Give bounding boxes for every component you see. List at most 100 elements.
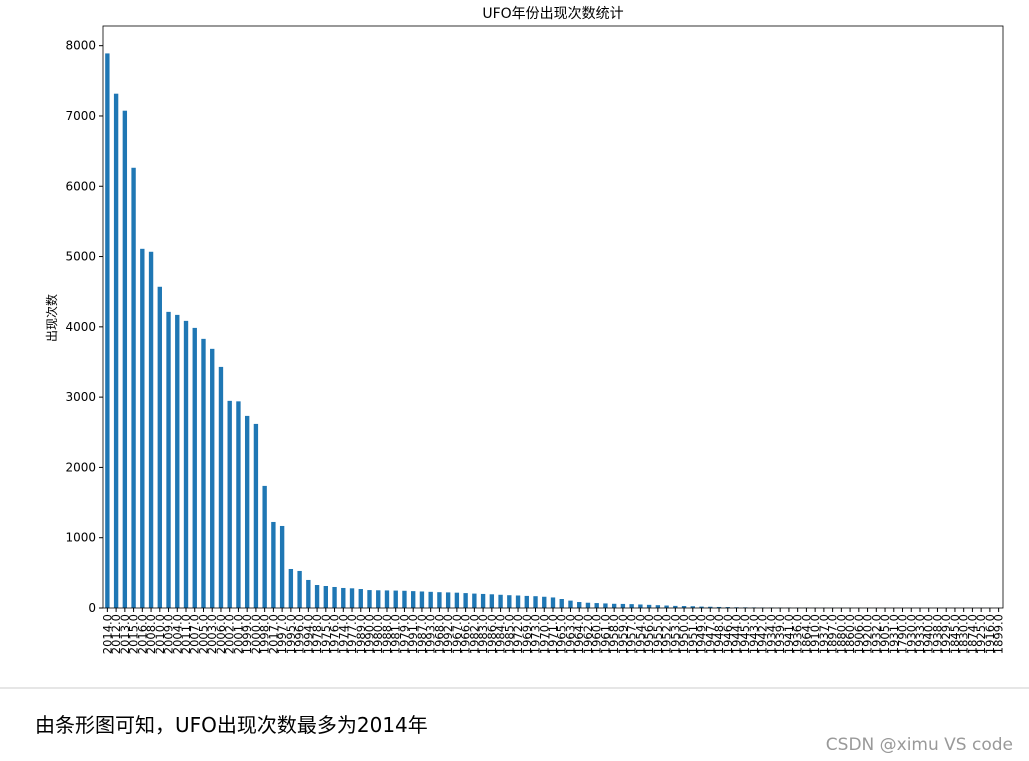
- bar: [629, 604, 634, 608]
- x-tick-label: 1941.0: [782, 614, 796, 654]
- bar: [559, 599, 564, 608]
- bar: [664, 605, 669, 608]
- x-tick-label: 1983.0: [476, 614, 490, 654]
- x-tick-label: 1977.0: [345, 614, 359, 654]
- x-tick-label: 1998.0: [258, 614, 272, 654]
- bar: [699, 606, 704, 608]
- x-tick-label: 1960.0: [590, 614, 604, 654]
- x-tick-label: 1991.0: [406, 614, 420, 654]
- x-tick-label: 1988.0: [380, 614, 394, 654]
- x-tick-label: 1938.0: [930, 614, 944, 654]
- bar: [419, 591, 425, 608]
- bar: [716, 606, 722, 608]
- x-tick-label: 1984.0: [494, 614, 508, 654]
- x-tick-label: 1972.0: [511, 614, 525, 654]
- x-tick-label: 1899.0: [992, 614, 1006, 654]
- bar: [655, 605, 661, 608]
- bar: [498, 594, 503, 608]
- x-tick-label: 1845.0: [948, 614, 962, 654]
- x-tick-label: 1990.0: [363, 614, 377, 654]
- x-tick-label: 1947.0: [703, 614, 717, 654]
- x-tick-label: 2002.0: [223, 614, 237, 654]
- bar: [611, 603, 617, 608]
- bar: [393, 590, 398, 608]
- bar: [402, 590, 407, 608]
- x-tick-label: 2001.0: [231, 614, 245, 654]
- x-tick-label: 1976.0: [328, 614, 342, 654]
- bar: [201, 338, 206, 608]
- x-tick-label: 1934.0: [764, 614, 778, 654]
- x-tick-label: 1957.0: [625, 614, 639, 654]
- x-tick-label: 1940.0: [922, 614, 936, 654]
- bar: [507, 595, 512, 608]
- x-tick-label: 1949.0: [695, 614, 709, 654]
- x-tick-label: 2014.0: [100, 614, 114, 654]
- x-tick-label: 2008.0: [144, 614, 158, 654]
- x-tick-label: 1965.0: [555, 614, 569, 654]
- bar: [384, 590, 390, 608]
- x-tick-label: 2016.0: [135, 614, 149, 654]
- x-tick-label: 1996.0: [293, 614, 307, 654]
- x-tick-label: 2011.0: [179, 614, 193, 654]
- x-tick-label: 2015.0: [127, 614, 141, 654]
- x-tick-label: 2000.0: [249, 614, 263, 654]
- x-tick-label: 1931.0: [887, 614, 901, 654]
- bar: [183, 320, 189, 608]
- bar: [244, 415, 250, 608]
- bar: [341, 587, 346, 608]
- x-tick-label: 1974.0: [336, 614, 350, 654]
- bar: [227, 400, 232, 608]
- bar: [533, 596, 538, 608]
- bar: [262, 485, 267, 608]
- x-tick-label: 1987.0: [415, 614, 429, 654]
- y-tick-label: 4000: [65, 320, 96, 334]
- x-tick-label: 1962.0: [581, 614, 595, 654]
- x-tick-label: 1964.0: [572, 614, 586, 654]
- x-tick-label: 1932.0: [869, 614, 883, 654]
- y-tick-label: 2000: [65, 460, 96, 474]
- x-tick-label: 1956.0: [642, 614, 656, 654]
- x-tick-label: 1970.0: [537, 614, 551, 654]
- y-axis-label: 出现次数: [44, 294, 59, 342]
- x-tick-label: 1830.0: [957, 614, 971, 654]
- y-tick-label: 7000: [65, 109, 96, 123]
- x-tick-label: 1967.0: [450, 614, 464, 654]
- x-tick-label: 2013.0: [118, 614, 132, 654]
- bar: [568, 600, 573, 608]
- x-tick-label: 1973.0: [529, 614, 543, 654]
- bar: [271, 521, 276, 608]
- x-tick-label: 1946.0: [721, 614, 735, 654]
- bar: [690, 606, 695, 608]
- x-tick-label: 1860.0: [843, 614, 857, 654]
- bar: [148, 251, 154, 609]
- x-tick-label: 1954.0: [633, 614, 647, 654]
- x-tick-label: 1999.0: [240, 614, 254, 654]
- bar: [411, 591, 416, 608]
- bar: [620, 603, 626, 608]
- x-tick-label: 1959.0: [616, 614, 630, 654]
- x-tick-label: 2012.0: [109, 614, 123, 654]
- x-tick-label: 1950.0: [677, 614, 691, 654]
- bar: [515, 595, 521, 608]
- bar: [349, 588, 355, 608]
- x-tick-label: 1982.0: [467, 614, 481, 654]
- x-tick-label: 1994.0: [301, 614, 315, 654]
- y-tick-label: 3000: [65, 390, 96, 404]
- bar: [323, 585, 328, 608]
- x-tick-label: 1943.0: [747, 614, 761, 654]
- x-tick-label: 1989.0: [354, 614, 368, 654]
- x-tick-label: 2005.0: [196, 614, 210, 654]
- x-tick-label: 1930.0: [904, 614, 918, 654]
- bar: [113, 93, 119, 608]
- x-tick-label: 1969.0: [520, 614, 534, 654]
- bar: [157, 286, 162, 608]
- plot-frame: [102, 25, 1004, 609]
- x-tick-label: 1951.0: [686, 614, 700, 654]
- bar: [708, 606, 713, 608]
- x-tick-label: 1910.0: [808, 614, 822, 654]
- bar: [577, 602, 582, 608]
- x-tick-label: 1945.0: [738, 614, 752, 654]
- x-tick-label: 1939.0: [773, 614, 787, 654]
